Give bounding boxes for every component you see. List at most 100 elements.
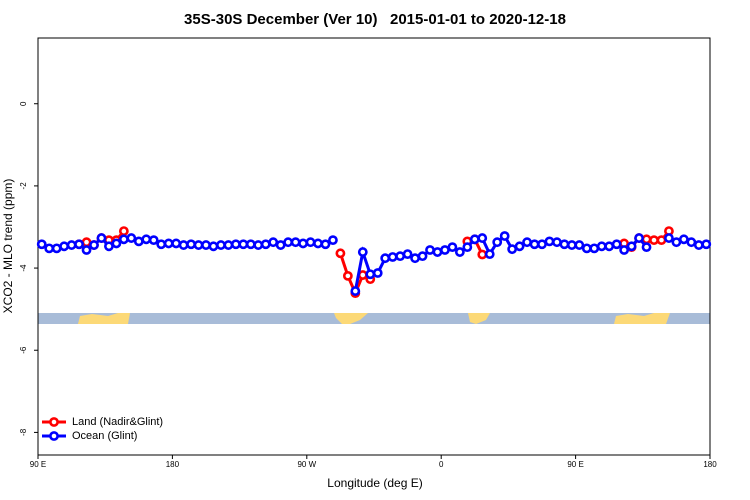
- data-point: [156, 239, 167, 250]
- legend-swatch-point: [49, 417, 59, 427]
- data-point: [372, 268, 383, 278]
- data-point: [260, 239, 271, 250]
- data-point: [537, 239, 547, 250]
- data-point: [499, 231, 510, 241]
- data-point: [111, 238, 122, 249]
- x-tick-label: 180: [703, 460, 717, 469]
- x-tick-label: 90 W: [297, 460, 316, 469]
- data-point: [223, 240, 234, 250]
- data-point: [320, 239, 331, 250]
- data-point: [432, 247, 443, 257]
- data-point: [589, 243, 600, 254]
- data-point: [701, 239, 712, 250]
- y-tick-label: -2: [19, 182, 28, 190]
- data-point: [686, 237, 697, 248]
- data-point: [611, 239, 622, 250]
- data-point: [656, 235, 667, 246]
- data-point: [118, 234, 129, 245]
- data-point: [507, 244, 518, 255]
- data-point: [477, 233, 488, 243]
- data-point: [59, 241, 70, 252]
- y-tick-label: -6: [19, 346, 28, 354]
- data-point: [529, 239, 540, 250]
- data-point: [171, 238, 182, 249]
- data-point: [402, 249, 413, 260]
- data-point: [671, 237, 682, 248]
- data-point: [238, 239, 249, 250]
- data-point: [290, 237, 301, 248]
- data-point: [89, 240, 99, 250]
- data-point: [245, 239, 256, 250]
- data-point: [283, 237, 294, 248]
- data-point: [96, 233, 107, 243]
- data-point: [178, 240, 189, 250]
- data-point: [201, 240, 211, 250]
- x-tick-label: 90 E: [567, 460, 583, 469]
- x-tick-label: 90 E: [30, 460, 46, 469]
- data-point: [335, 248, 346, 259]
- data-point: [328, 235, 338, 246]
- data-point: [163, 238, 174, 249]
- data-point: [36, 239, 47, 250]
- data-point: [387, 252, 398, 262]
- data-point: [619, 245, 630, 255]
- data-point: [477, 249, 488, 260]
- data-point: [148, 235, 159, 246]
- data-point: [313, 238, 323, 249]
- map-strip: [38, 313, 710, 324]
- data-point: [447, 242, 458, 253]
- data-point: [626, 241, 637, 252]
- data-point: [81, 237, 92, 248]
- data-point: [126, 233, 137, 243]
- data-point: [425, 245, 435, 255]
- data-point: [305, 237, 316, 248]
- legend-label: Land (Nadir&Glint): [72, 416, 163, 428]
- data-point: [678, 234, 689, 245]
- data-point: [410, 253, 420, 264]
- data-point: [581, 243, 592, 254]
- data-point: [492, 237, 503, 248]
- data-point: [552, 237, 562, 248]
- data-point: [440, 245, 450, 255]
- data-point: [118, 226, 129, 236]
- data-point: [544, 236, 555, 247]
- data-point: [51, 243, 62, 254]
- data-point: [417, 251, 428, 262]
- data-point: [484, 249, 495, 260]
- x-tick-label: 180: [166, 460, 180, 469]
- data-point: [230, 239, 241, 250]
- data-point: [634, 233, 644, 243]
- data-point: [298, 238, 308, 249]
- data-point: [574, 240, 585, 250]
- data-point: [380, 253, 391, 264]
- y-tick-label: -4: [19, 264, 28, 272]
- data-point: [74, 239, 84, 250]
- data-point: [104, 241, 114, 252]
- legend-swatch-point: [49, 431, 59, 441]
- data-point: [469, 234, 480, 245]
- data-point: [522, 237, 532, 248]
- x-axis-label: Longitude (deg E): [327, 476, 422, 490]
- data-point: [253, 240, 264, 250]
- data-point: [596, 241, 607, 252]
- y-tick-label: 0: [19, 101, 28, 106]
- chart-title: 35S-30S December (Ver 10) 2015-01-01 to …: [184, 11, 566, 28]
- plot-layer: 90 E 180 90 W 0 90 E 180 0 -2 -4 -6 -8 Land (Nadir&…: [19, 101, 717, 469]
- data-point: [208, 241, 219, 252]
- data-point: [395, 251, 406, 262]
- data-point: [350, 286, 361, 296]
- data-point: [275, 240, 286, 250]
- data-point: [365, 269, 376, 280]
- data-point: [641, 242, 652, 253]
- data-point: [66, 240, 77, 250]
- data-point: [649, 235, 659, 246]
- data-point: [44, 243, 55, 254]
- data-point: [81, 245, 92, 255]
- data-point: [559, 239, 570, 250]
- data-point: [216, 240, 226, 250]
- data-point: [604, 241, 615, 252]
- y-axis-label: XCO2 - MLO trend (ppm): [1, 179, 15, 314]
- data-point: [454, 247, 465, 257]
